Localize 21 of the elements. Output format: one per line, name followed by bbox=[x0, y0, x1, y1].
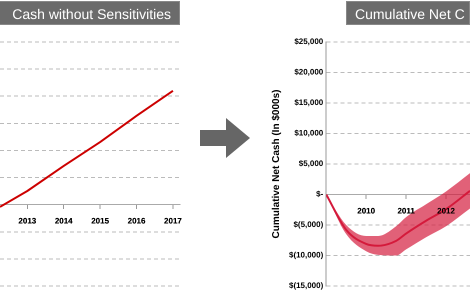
line-series bbox=[326, 190, 470, 247]
x-tick-label: 2011 bbox=[397, 206, 416, 216]
x-tick-label: 2014 bbox=[54, 216, 74, 226]
y-tick-label: $15,000 bbox=[294, 98, 324, 108]
chart-title: Cumulative Net C bbox=[346, 1, 470, 25]
x-tick-label: 2015 bbox=[91, 216, 110, 226]
y-tick-label: $- bbox=[316, 190, 324, 199]
chart-title: Cash without Sensitivities bbox=[0, 1, 180, 25]
y-tick-label: $5,000 bbox=[298, 159, 324, 168]
x-tick-label: 2013 bbox=[18, 216, 37, 226]
x-tick-label: 2012 bbox=[437, 206, 456, 216]
x-tick-label: 2010 bbox=[357, 206, 376, 216]
y-tick-label: $10,000 bbox=[294, 128, 324, 138]
y-tick-label: $(15,000) bbox=[288, 281, 324, 290]
y-tick-label: $20,000 bbox=[294, 68, 324, 77]
x-tick-label: 2016 bbox=[128, 216, 146, 226]
y-axis-title: Cumulative Net Cash (In $000s) bbox=[270, 90, 282, 238]
x-tick-label: 2017 bbox=[164, 216, 182, 226]
y-tick-label: $(5,000) bbox=[293, 220, 324, 230]
y-tick-label: $(10,000) bbox=[288, 250, 324, 260]
y-tick-label: $25,000 bbox=[294, 37, 324, 46]
